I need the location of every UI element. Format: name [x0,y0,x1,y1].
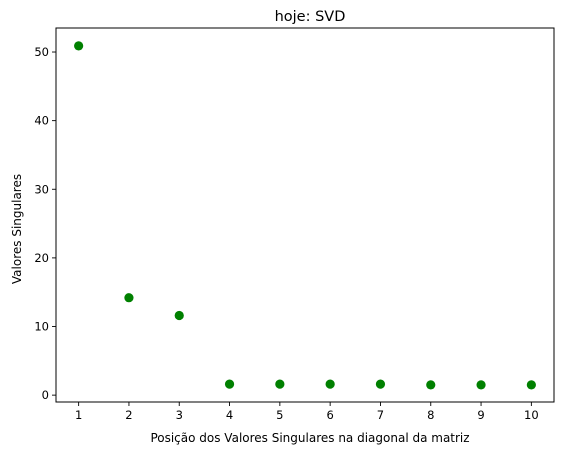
data-point [174,310,184,321]
y-tick-label: 30 [34,182,49,196]
x-tick-label: 1 [75,408,82,422]
plot-area-frame [55,27,555,403]
x-tick-label: 8 [427,408,434,422]
y-tick-label: 50 [34,45,49,59]
x-tick-label: 2 [125,408,132,422]
data-point [275,379,285,389]
data-point [74,41,84,51]
x-tick-label: 5 [276,408,283,422]
x-tick-label: 10 [524,408,539,422]
y-axis-label: Valores Singulares [10,174,24,284]
x-tick-label: 7 [377,408,384,422]
data-point [476,380,486,390]
y-tick-label: 40 [34,114,49,128]
data-point [426,380,436,390]
data-points [74,41,536,390]
data-point [375,379,386,389]
x-axis-label: Posição dos Valores Singulares na diagon… [150,431,469,445]
data-point [124,293,134,303]
chart-title: hoje: SVD [275,9,346,25]
y-axis-label-group: Valores Singulares [10,174,24,284]
data-point [224,379,235,389]
y-ticks: 0 10 20 30 40 50 [34,45,56,402]
x-tick-label: 6 [326,408,333,422]
y-tick-label: 0 [42,388,49,402]
data-point [526,380,536,390]
x-tick-label: 4 [226,408,233,422]
x-tick-label: 9 [477,408,484,422]
y-tick-label: 20 [34,251,49,265]
x-tick-label: 3 [176,408,183,422]
x-ticks: 1 2 3 4 5 6 7 8 9 10 [75,402,539,422]
y-tick-label: 10 [34,320,49,334]
data-point [325,379,335,389]
